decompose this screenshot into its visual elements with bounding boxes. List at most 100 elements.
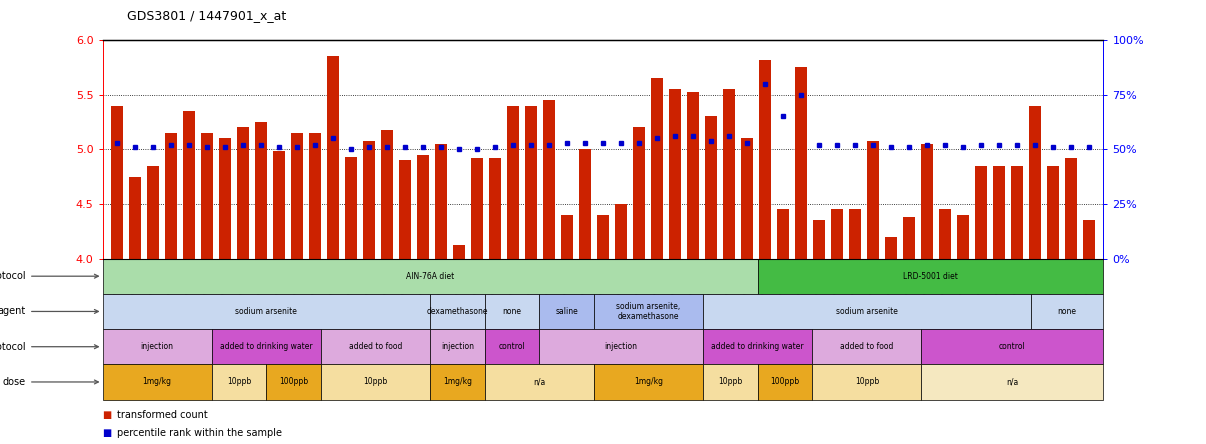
- Bar: [885, 237, 897, 258]
- Bar: [903, 217, 915, 258]
- Bar: [759, 59, 772, 258]
- Bar: [593, 294, 703, 329]
- Bar: [593, 365, 703, 400]
- Text: 1mg/kg: 1mg/kg: [634, 377, 663, 386]
- Text: 1mg/kg: 1mg/kg: [443, 377, 472, 386]
- Bar: [103, 258, 757, 294]
- Text: added to food: added to food: [841, 342, 894, 351]
- Bar: [921, 329, 1103, 365]
- Text: injection: injection: [604, 342, 638, 351]
- Text: added to drinking water: added to drinking water: [712, 342, 804, 351]
- Text: protocol: protocol: [0, 342, 99, 352]
- Bar: [103, 294, 431, 329]
- Bar: [182, 111, 195, 258]
- Bar: [452, 246, 466, 258]
- Bar: [795, 67, 807, 258]
- Bar: [597, 215, 609, 258]
- Bar: [1011, 166, 1024, 258]
- Bar: [103, 365, 212, 400]
- Bar: [703, 365, 757, 400]
- Bar: [309, 133, 321, 258]
- Bar: [867, 140, 879, 258]
- Text: 10ppb: 10ppb: [855, 377, 879, 386]
- Bar: [399, 160, 411, 258]
- Text: injection: injection: [441, 342, 474, 351]
- Bar: [1083, 220, 1095, 258]
- Bar: [920, 144, 933, 258]
- Bar: [431, 294, 485, 329]
- Bar: [921, 365, 1103, 400]
- Bar: [831, 210, 843, 258]
- Bar: [938, 210, 952, 258]
- Text: n/a: n/a: [1006, 377, 1019, 386]
- Bar: [345, 157, 357, 258]
- Bar: [212, 365, 267, 400]
- Bar: [974, 166, 988, 258]
- Text: control: control: [999, 342, 1026, 351]
- Bar: [147, 166, 159, 258]
- Bar: [381, 130, 393, 258]
- Bar: [813, 365, 921, 400]
- Bar: [321, 365, 431, 400]
- Bar: [1047, 166, 1059, 258]
- Text: 1mg/kg: 1mg/kg: [142, 377, 171, 386]
- Text: added to drinking water: added to drinking water: [219, 342, 312, 351]
- Bar: [686, 92, 699, 258]
- Text: 10ppb: 10ppb: [363, 377, 387, 386]
- Text: sodium arsenite: sodium arsenite: [235, 307, 297, 316]
- Text: LRD-5001 diet: LRD-5001 diet: [903, 272, 958, 281]
- Bar: [291, 133, 303, 258]
- Text: n/a: n/a: [533, 377, 545, 386]
- Text: ■: ■: [103, 410, 112, 420]
- Bar: [539, 294, 593, 329]
- Bar: [254, 122, 268, 258]
- Bar: [813, 220, 825, 258]
- Text: growth protocol: growth protocol: [0, 271, 99, 281]
- Bar: [615, 204, 627, 258]
- Text: added to food: added to food: [349, 342, 402, 351]
- Text: GDS3801 / 1447901_x_at: GDS3801 / 1447901_x_at: [127, 9, 286, 22]
- Text: percentile rank within the sample: percentile rank within the sample: [117, 428, 282, 438]
- Bar: [704, 116, 718, 258]
- Bar: [757, 258, 1103, 294]
- Text: 100ppb: 100ppb: [279, 377, 309, 386]
- Bar: [543, 100, 555, 258]
- Bar: [470, 158, 484, 258]
- Bar: [740, 139, 754, 258]
- Bar: [525, 106, 538, 258]
- Text: none: none: [1058, 307, 1077, 316]
- Bar: [218, 139, 232, 258]
- Text: agent: agent: [0, 306, 99, 317]
- Text: sodium arsenite,
dexamethasone: sodium arsenite, dexamethasone: [616, 302, 680, 321]
- Bar: [200, 133, 213, 258]
- Text: dexamethasone: dexamethasone: [427, 307, 488, 316]
- Bar: [561, 215, 573, 258]
- Bar: [703, 329, 813, 365]
- Text: none: none: [503, 307, 521, 316]
- Text: saline: saline: [555, 307, 578, 316]
- Bar: [485, 365, 593, 400]
- Bar: [507, 106, 520, 258]
- Text: dose: dose: [2, 377, 99, 387]
- Text: 10ppb: 10ppb: [227, 377, 251, 386]
- Bar: [703, 294, 1031, 329]
- Bar: [111, 106, 123, 258]
- Bar: [327, 56, 339, 258]
- Bar: [416, 155, 429, 258]
- Bar: [485, 329, 539, 365]
- Text: sodium arsenite: sodium arsenite: [836, 307, 897, 316]
- Bar: [757, 365, 813, 400]
- Bar: [579, 149, 591, 258]
- Bar: [849, 210, 861, 258]
- Bar: [668, 89, 681, 258]
- Text: ■: ■: [103, 428, 112, 438]
- Bar: [363, 140, 375, 258]
- Text: control: control: [498, 342, 526, 351]
- Bar: [321, 329, 431, 365]
- Bar: [485, 294, 539, 329]
- Bar: [165, 133, 177, 258]
- Text: transformed count: transformed count: [117, 410, 207, 420]
- Bar: [103, 329, 212, 365]
- Bar: [1065, 158, 1077, 258]
- Bar: [993, 166, 1006, 258]
